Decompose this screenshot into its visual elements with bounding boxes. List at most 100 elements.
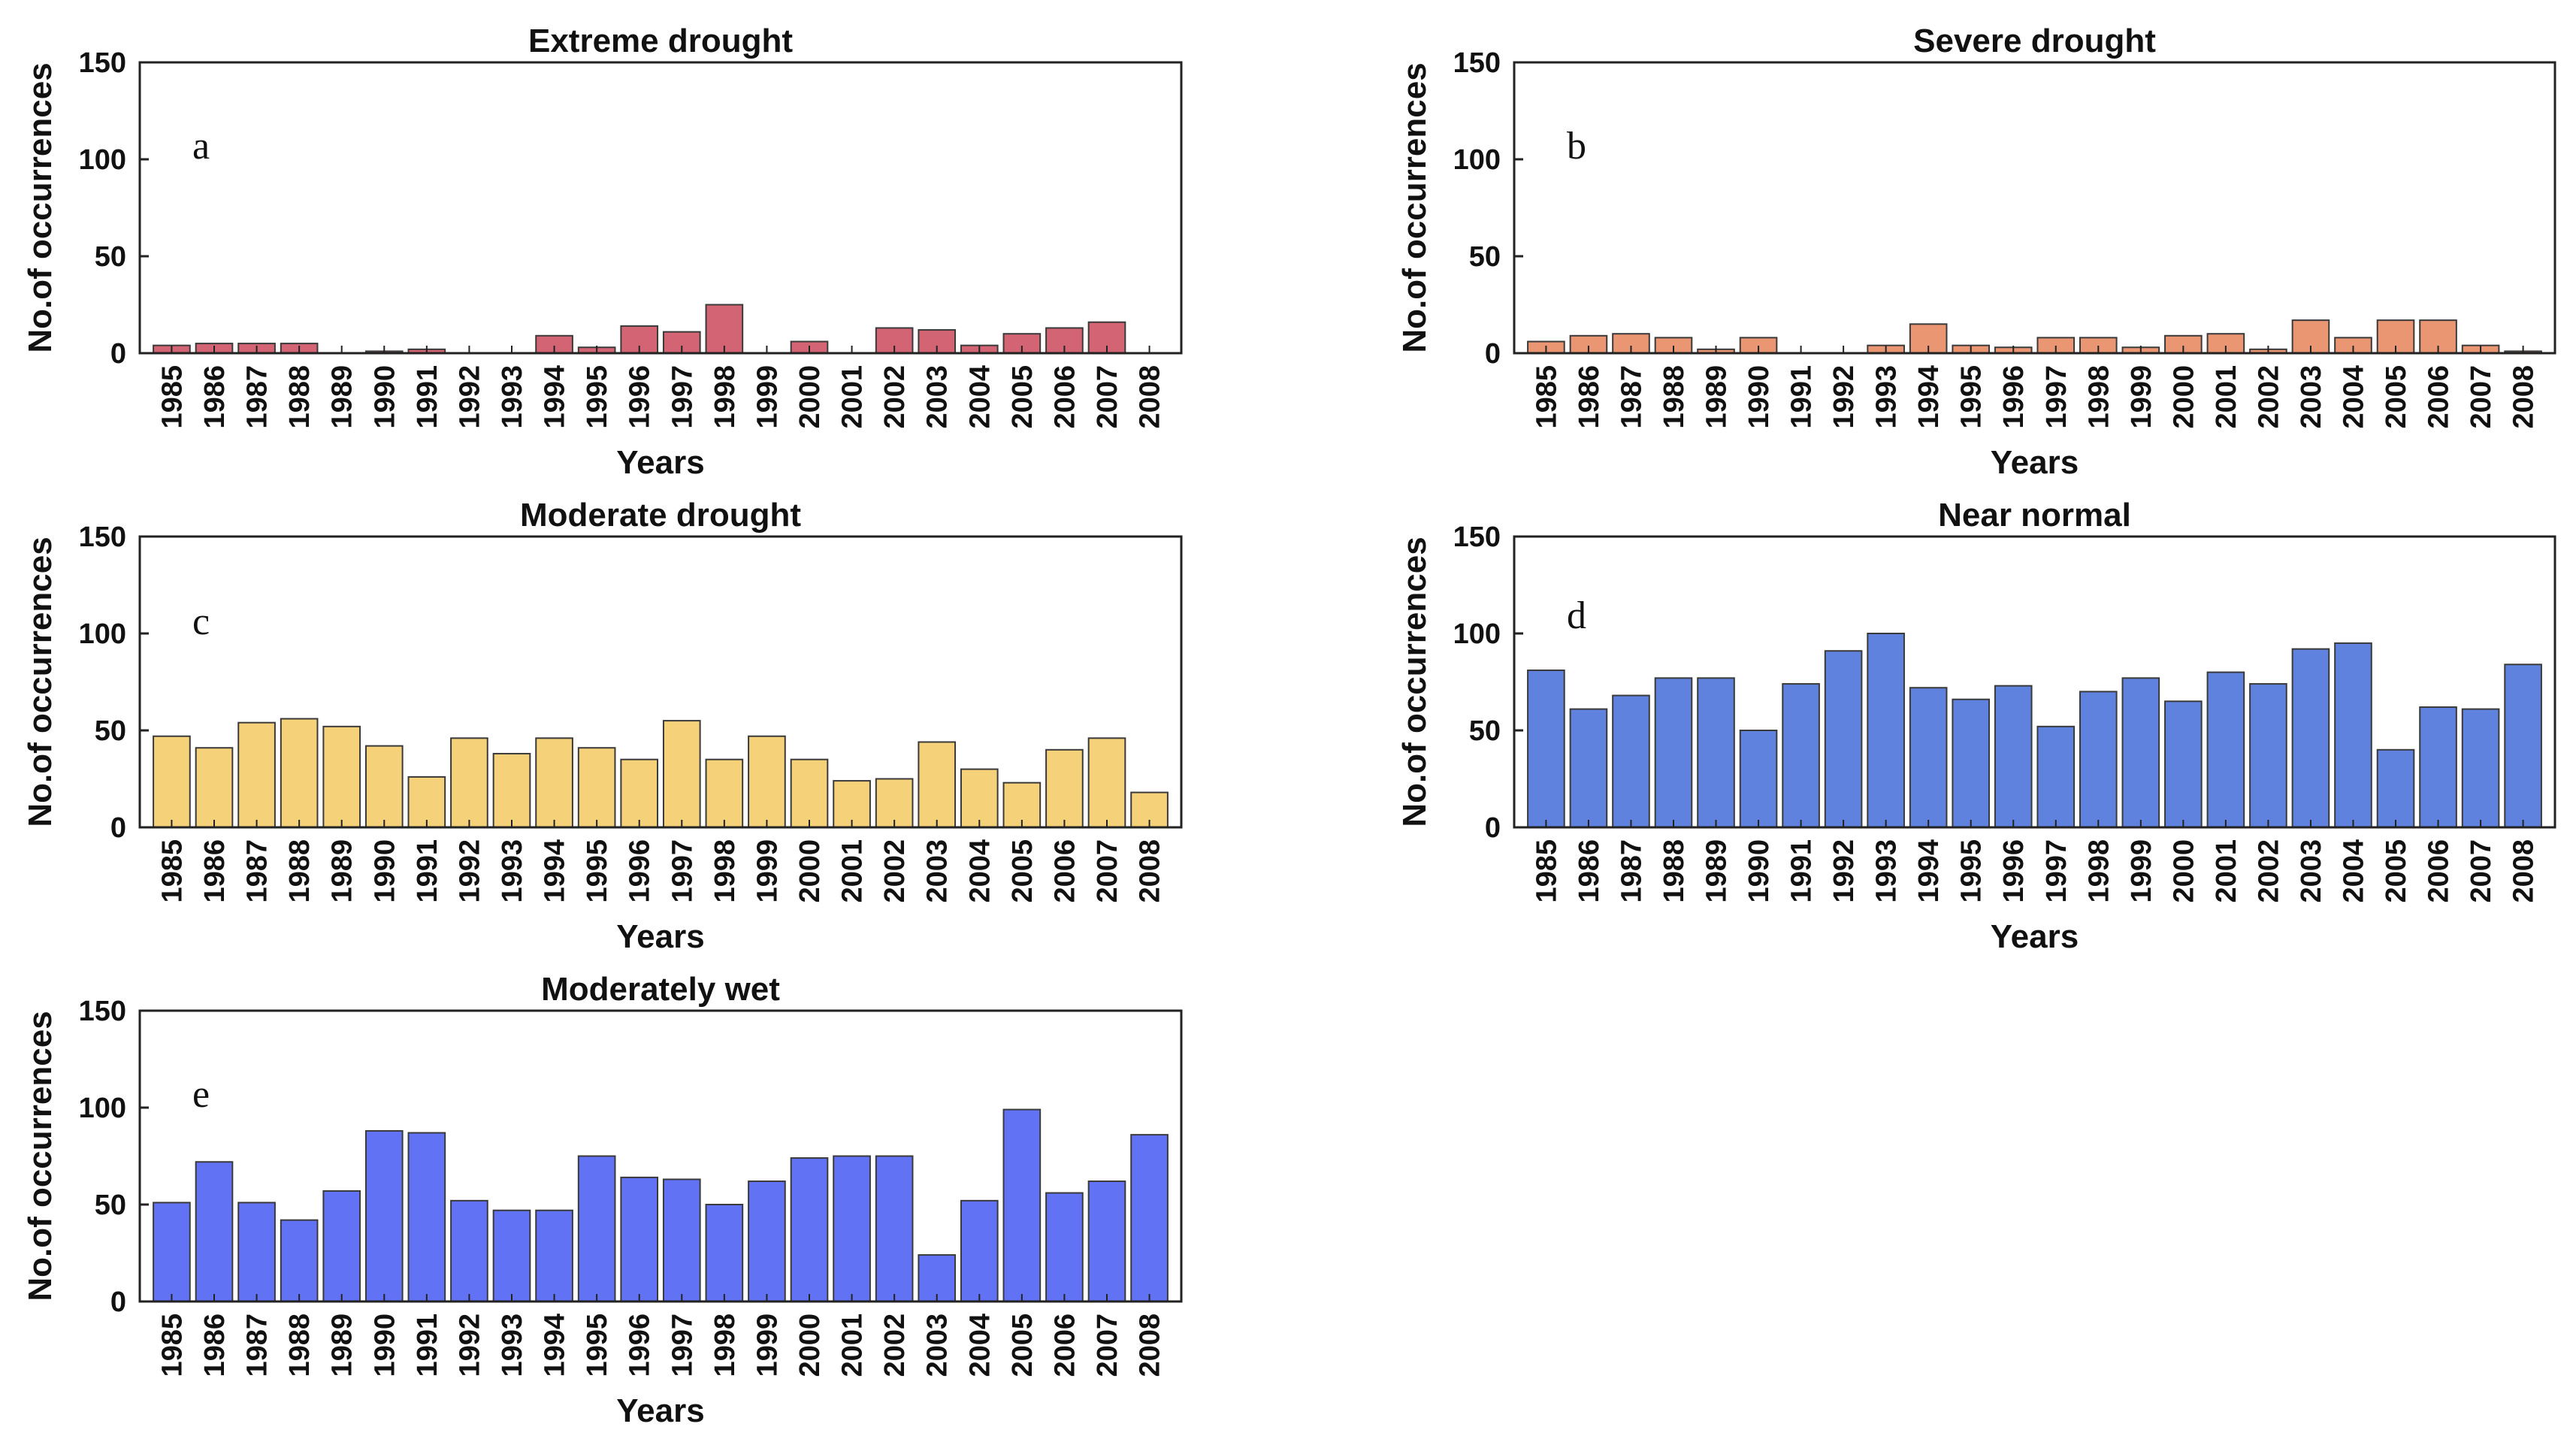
y-tick-label-b: 150: [1453, 47, 1501, 79]
x-tick-label-c-2005: 2005: [1007, 839, 1039, 903]
y-tick-label-a: 150: [79, 47, 126, 79]
bar-a-1998: [705, 304, 744, 354]
x-axis-label-e: Years: [616, 1392, 704, 1429]
y-axis-label-e: No.of occurrences: [22, 1011, 59, 1301]
x-tick-label-e-1988: 1988: [284, 1314, 316, 1377]
x-tick-label-e-1991: 1991: [412, 1314, 443, 1377]
chart-title-a: Extreme drought: [528, 23, 793, 59]
x-tick-label-e-1996: 1996: [624, 1314, 656, 1377]
x-tick-label-b-1991: 1991: [1786, 365, 1818, 429]
bar-d-1994: [1909, 687, 1948, 828]
bar-d-1986: [1569, 708, 1608, 828]
y-tick-label-d: 100: [1453, 618, 1501, 650]
x-tick-label-b-1987: 1987: [1616, 365, 1647, 429]
x-tick-label-c-2003: 2003: [922, 839, 954, 903]
bar-c-1994: [535, 737, 573, 829]
x-tick-label-b-2004: 2004: [2338, 365, 2369, 429]
x-tick-label-a-1987: 1987: [242, 365, 274, 429]
x-tick-label-a-2007: 2007: [1092, 365, 1123, 429]
x-tick-label-d-1988: 1988: [1658, 839, 1690, 903]
bar-e-1992: [450, 1199, 488, 1302]
x-tick-label-e-2006: 2006: [1049, 1314, 1081, 1377]
x-tick-label-b-1995: 1995: [1956, 365, 1988, 429]
y-axis-label-c: No.of occurrences: [22, 537, 59, 827]
x-tick-label-d-1994: 1994: [1913, 839, 1945, 903]
x-tick-label-a-1997: 1997: [667, 365, 698, 429]
x-tick-label-a-1999: 1999: [751, 365, 783, 429]
x-tick-label-e-2004: 2004: [964, 1314, 996, 1377]
chart-panel-b: 0 50 100 150 1985 1986 1987 1988 1989 1990 1991 199…: [1396, 23, 2556, 481]
bar-c-1999: [748, 735, 786, 828]
x-tick-label-d-1998: 1998: [2083, 839, 2115, 903]
bar-c-1985: [153, 735, 191, 828]
bar-e-1987: [237, 1202, 276, 1303]
x-tick-label-e-1985: 1985: [156, 1314, 188, 1377]
bar-e-2007: [1087, 1181, 1126, 1303]
bar-d-1985: [1527, 670, 1565, 829]
x-tick-label-d-1996: 1996: [1998, 839, 2030, 903]
bar-d-1993: [1867, 633, 1905, 828]
x-tick-label-a-2005: 2005: [1007, 365, 1039, 429]
bar-c-1992: [450, 737, 488, 829]
x-tick-label-d-1992: 1992: [1828, 839, 1860, 903]
x-tick-label-e-1997: 1997: [667, 1314, 698, 1377]
x-tick-label-a-1990: 1990: [369, 365, 401, 429]
bar-d-1997: [2036, 725, 2076, 829]
x-tick-label-b-2000: 2000: [2168, 365, 2200, 429]
bar-d-1998: [2079, 691, 2118, 829]
bar-d-1988: [1654, 677, 1693, 829]
x-tick-label-a-2002: 2002: [879, 365, 911, 429]
bar-d-1999: [2121, 677, 2160, 829]
y-tick-label-e: 50: [95, 1190, 126, 1221]
bar-e-1988: [280, 1219, 319, 1303]
x-tick-label-e-1990: 1990: [369, 1314, 401, 1377]
x-tick-label-a-1993: 1993: [497, 365, 528, 429]
bar-c-2006: [1045, 748, 1084, 828]
x-tick-label-d-2005: 2005: [2381, 839, 2412, 903]
bar-d-1991: [1782, 683, 1820, 829]
x-tick-label-a-2000: 2000: [794, 365, 826, 429]
x-tick-label-e-2003: 2003: [922, 1314, 954, 1377]
bar-c-2004: [960, 768, 999, 828]
x-tick-label-b-1990: 1990: [1743, 365, 1775, 429]
x-axis-label-b: Years: [1991, 444, 2079, 481]
y-tick-label-b: 50: [1469, 241, 1501, 273]
bar-d-1987: [1612, 694, 1650, 828]
bar-d-2005: [2376, 748, 2415, 828]
bar-c-1991: [407, 775, 446, 829]
bar-e-1999: [748, 1181, 786, 1303]
x-tick-label-c-1987: 1987: [242, 839, 274, 903]
bar-d-2003: [2291, 648, 2330, 829]
x-tick-label-a-1991: 1991: [412, 365, 443, 429]
y-tick-label-d: 150: [1453, 521, 1501, 553]
x-tick-label-b-1993: 1993: [1871, 365, 1903, 429]
bar-e-1996: [620, 1176, 659, 1302]
y-tick-label-d: 50: [1469, 715, 1501, 747]
x-tick-label-c-1986: 1986: [199, 839, 231, 903]
x-tick-label-a-2004: 2004: [964, 365, 996, 429]
bar-e-1998: [705, 1204, 744, 1302]
y-axis-label-b: No.of occurrences: [1396, 62, 1433, 352]
x-tick-label-c-2001: 2001: [837, 839, 869, 903]
bar-e-1986: [195, 1161, 234, 1302]
bar-e-2004: [960, 1199, 999, 1302]
bar-e-1990: [364, 1129, 404, 1302]
bar-e-2003: [918, 1254, 957, 1302]
bar-c-1995: [577, 747, 616, 828]
x-tick-label-c-1999: 1999: [751, 839, 783, 903]
bar-d-2004: [2334, 642, 2372, 829]
panel-letter-e: e: [192, 1073, 210, 1116]
y-tick-label-a: 50: [95, 241, 126, 273]
x-tick-label-b-2003: 2003: [2296, 365, 2327, 429]
bar-d-2000: [2164, 700, 2203, 828]
y-tick-label-c: 50: [95, 715, 126, 747]
plot-frame-d: [1513, 535, 2556, 829]
x-tick-label-b-2007: 2007: [2466, 365, 2497, 429]
bar-e-1989: [322, 1190, 361, 1302]
x-tick-label-d-2000: 2000: [2168, 839, 2200, 903]
bar-e-1991: [407, 1132, 446, 1303]
chart-title-b: Severe drought: [1913, 23, 2156, 59]
bar-c-1989: [322, 725, 361, 829]
y-tick-label-a: 0: [110, 338, 126, 370]
bar-c-1987: [237, 721, 276, 828]
